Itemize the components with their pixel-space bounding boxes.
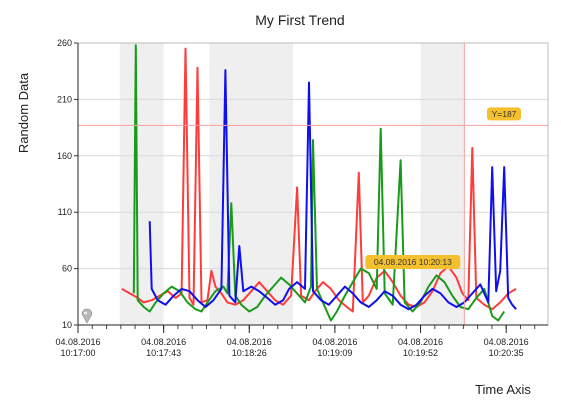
x-axis-title: Time Axis	[475, 382, 531, 397]
x-tick-time-label: 10:17:43	[146, 348, 181, 358]
x-cursor-tag	[365, 255, 461, 269]
x-tick-time-label: 10:19:09	[317, 348, 352, 358]
x-tick-date-label: 04.08.2016	[227, 337, 272, 347]
x-tick-date-label: 04.08.2016	[484, 337, 529, 347]
y-axis-title: Random Data	[16, 72, 31, 153]
y-cursor-tag	[487, 107, 521, 121]
data-series	[121, 44, 517, 322]
y-tick-label: 160	[57, 151, 72, 161]
cursors[interactable]: Y=187 04.08.2016 10:20:13	[78, 43, 548, 325]
x-tick-time-label: 10:18:26	[232, 348, 267, 358]
y-tick-label: 110	[58, 207, 72, 217]
y-tick-label: 10	[62, 320, 72, 330]
shaded-band	[119, 43, 164, 325]
y-tick-label: 60	[62, 264, 72, 274]
axes: 106011016021026004.08.201610:17:0004.08.…	[55, 38, 549, 358]
series-line-1	[121, 47, 517, 313]
x-tick-time-label: 10:20:35	[489, 348, 524, 358]
marker-pin-icon[interactable]	[81, 308, 93, 324]
x-tick-date-label: 04.08.2016	[398, 337, 443, 347]
x-tick-date-label: 04.08.2016	[141, 337, 186, 347]
x-tick-date-label: 04.08.2016	[312, 337, 357, 347]
y-tick-label: 260	[57, 38, 72, 48]
x-tick-date-label: 04.08.2016	[55, 337, 100, 347]
y-cursor-value: Y=187	[492, 109, 517, 119]
series-line-3	[148, 69, 517, 311]
x-tick-time-label: 10:17:00	[60, 348, 95, 358]
x-cursor-value: 04.08.2016 10:20:13	[374, 257, 452, 267]
x-tick-time-label: 10:19:52	[403, 348, 438, 358]
shaded-bands	[119, 43, 465, 325]
y-tick-label: 210	[57, 94, 72, 104]
chart-title: My First Trend	[255, 12, 344, 28]
